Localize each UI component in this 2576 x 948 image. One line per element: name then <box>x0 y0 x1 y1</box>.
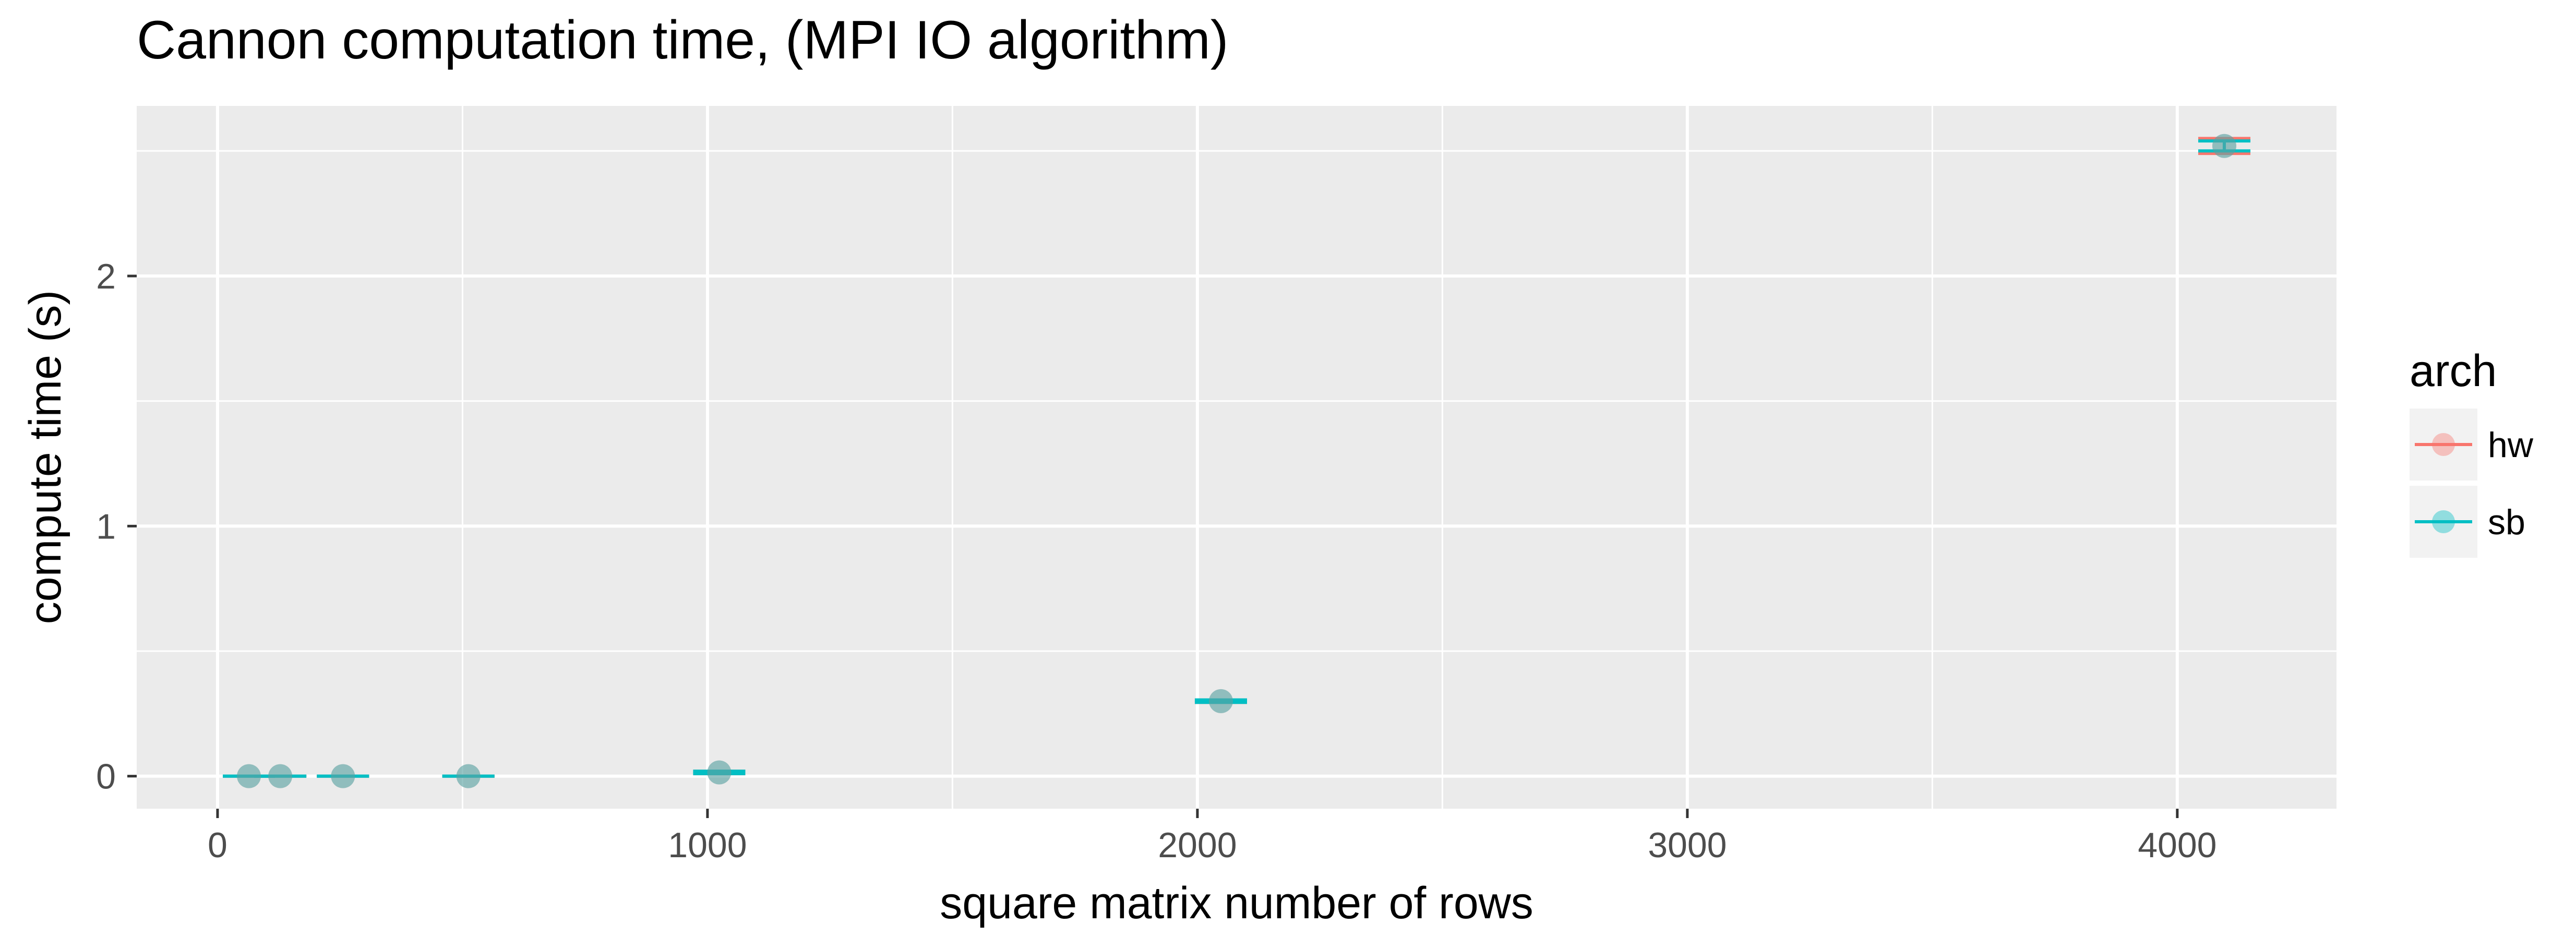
y-tick-label: 1 <box>96 507 116 546</box>
plot-panel <box>137 106 2337 809</box>
legend-key-point <box>2432 433 2455 456</box>
data-point-sb <box>1208 689 1233 713</box>
y-tick-label: 2 <box>96 257 116 296</box>
point-layer <box>237 134 2236 788</box>
data-point-hw <box>268 764 293 788</box>
legend-item-sb: sb <box>2410 486 2525 558</box>
grid-layer <box>137 106 2337 809</box>
y-tick-label: 0 <box>96 757 116 797</box>
legend-label: hw <box>2488 425 2534 465</box>
data-point-hw <box>707 760 732 785</box>
legend-items: hw sb <box>2410 409 2534 558</box>
data-point-sb <box>456 764 481 788</box>
data-point-hw <box>237 764 261 788</box>
x-tick-label: 2000 <box>1158 825 1237 865</box>
legend-key-point <box>2432 510 2455 533</box>
x-tick-label: 3000 <box>1648 825 1727 865</box>
data-point-sb <box>707 760 732 785</box>
y-axis-label: compute time (s) <box>20 290 70 624</box>
chart-title: Cannon computation time, (MPI IO algorit… <box>137 10 1228 70</box>
data-point-sb <box>237 764 261 788</box>
x-axis-label: square matrix number of rows <box>940 878 1533 928</box>
x-tick-label: 0 <box>208 825 227 865</box>
data-point-sb <box>2212 134 2236 158</box>
errorbar-layer <box>223 137 2250 778</box>
data-point-hw <box>456 764 481 788</box>
axis-layer: 0 1000 2000 3000 4000 0 1 2 <box>96 257 2216 865</box>
data-point-hw <box>2212 134 2236 158</box>
data-point-hw <box>331 764 355 788</box>
legend: arch hw sb <box>2410 346 2534 558</box>
legend-label: sb <box>2488 502 2525 542</box>
legend-title: arch <box>2410 346 2497 396</box>
legend-item-hw: hw <box>2410 409 2534 481</box>
data-point-sb <box>268 764 293 788</box>
x-tick-label: 1000 <box>668 825 747 865</box>
data-point-hw <box>1208 689 1233 713</box>
x-tick-label: 4000 <box>2138 825 2216 865</box>
data-point-sb <box>331 764 355 788</box>
